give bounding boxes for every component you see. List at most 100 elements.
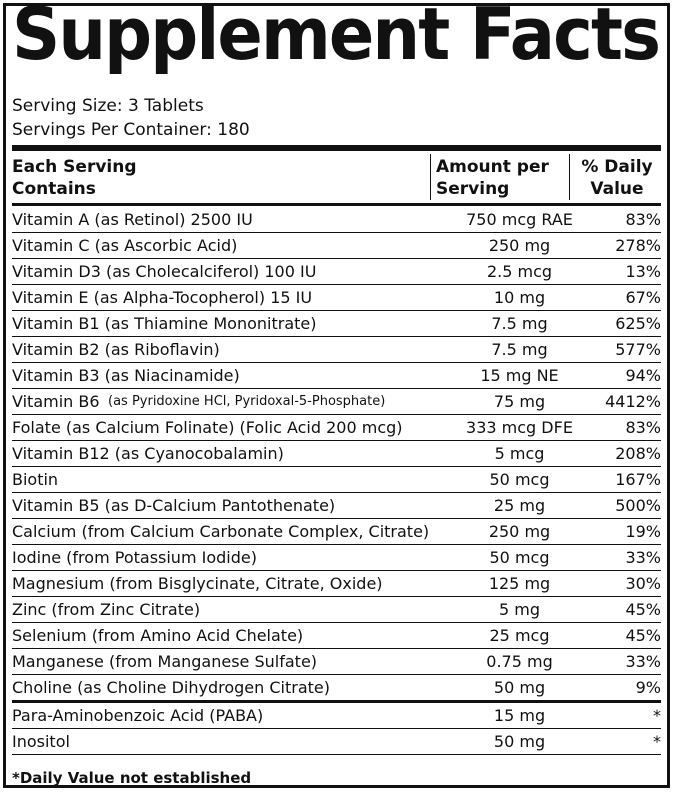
header-dv-line2: Value — [590, 179, 644, 199]
table-row: Vitamin D3 (as Cholecalciferol) 100 IU 2.… — [12, 258, 661, 285]
table-row: Vitamin B1 (as Thiamine Mononitrate) 7.5 … — [12, 310, 661, 337]
panel-title: Supplement Facts — [12, 0, 661, 76]
table-row: Vitamin B3 (as Niacinamide) 15 mg NE 94% — [12, 362, 661, 389]
nutrient-name: Vitamin B3 (as Niacinamide) — [12, 366, 240, 385]
serving-size: Serving Size: 3 Tablets — [12, 96, 204, 116]
nutrient-amount: 5 mg — [498, 600, 540, 619]
nutrient-name: Choline (as Choline Dihydrogen Citrate) — [12, 678, 330, 697]
nutrient-name: Folate (as Calcium Folinate) (Folic Acid… — [12, 418, 403, 437]
nutrient-amount: 5 mcg — [494, 444, 545, 463]
header-each-serving-line2: Contains — [12, 179, 96, 199]
nutrient-daily-value: 167% — [615, 470, 661, 489]
nutrient-amount: 250 mg — [488, 236, 551, 255]
nutrient-name: Zinc (from Zinc Citrate) — [12, 600, 201, 619]
nutrient-amount: 50 mg — [493, 732, 546, 751]
nutrient-daily-value: 625% — [615, 314, 661, 333]
nutrient-daily-value: 208% — [615, 444, 661, 463]
nutrient-name: Calcium (from Calcium Carbonate Complex,… — [12, 522, 430, 541]
nutrient-amount: 25 mg — [493, 496, 546, 515]
footnote: *Daily Value not established — [12, 769, 252, 787]
header-dv-line1: % Daily — [581, 157, 653, 177]
nutrient-name: Inositol — [12, 732, 70, 751]
nutrient-amount: 15 mg NE — [480, 366, 559, 385]
nutrient-name: Vitamin B2 (as Riboflavin) — [12, 340, 220, 359]
nutrient-name: Para-Aminobenzoic Acid (PABA) — [12, 706, 264, 725]
nutrient-daily-value: 13% — [625, 262, 661, 281]
nutrient-daily-value: 4412% — [605, 392, 661, 411]
table-row: Choline (as Choline Dihydrogen Citrate) 5… — [12, 674, 661, 703]
nutrient-name: Magnesium (from Bisglycinate, Citrate, O… — [12, 574, 383, 593]
table-row: Vitamin B12 (as Cyanocobalamin) 5 mcg 208% — [12, 440, 661, 467]
nutrient-amount: 15 mg — [493, 706, 546, 725]
header-divider-2 — [569, 154, 570, 200]
nutrient-daily-value: 83% — [625, 210, 661, 229]
nutrient-daily-value: 30% — [625, 574, 661, 593]
table-row: Vitamin C (as Ascorbic Acid) 250 mg 278% — [12, 232, 661, 259]
table-row: Selenium (from Amino Acid Chelate) 25 mcg… — [12, 622, 661, 649]
nutrient-daily-value: 9% — [635, 678, 661, 697]
thick-rule-top — [12, 145, 661, 151]
nutrient-amount: 25 mcg — [489, 626, 550, 645]
nutrient-amount: 50 mcg — [489, 548, 550, 567]
nutrient-amount: 2.5 mcg — [486, 262, 553, 281]
nutrient-amount: 50 mcg — [489, 470, 550, 489]
nutrient-daily-value: 33% — [625, 652, 661, 671]
table-row: Vitamin A (as Retinol) 2500 IU 750 mcg RA… — [12, 206, 661, 233]
thick-rule-header — [12, 203, 661, 206]
header-amount-per-serving: Amount per Serving — [436, 156, 549, 200]
header-divider-1 — [430, 154, 431, 200]
nutrient-name: Vitamin C (as Ascorbic Acid) — [12, 236, 238, 255]
nutrient-daily-value: 33% — [625, 548, 661, 567]
nutrient-source: (as Pyridoxine HCl, Pyridoxal-5-Phosphat… — [108, 394, 386, 409]
table-row: Manganese (from Manganese Sulfate) 0.75 m… — [12, 648, 661, 675]
header-amount-line1: Amount per — [436, 157, 549, 177]
nutrient-daily-value: 278% — [615, 236, 661, 255]
table-row: Inositol 50 mg * — [12, 728, 661, 755]
nutrient-name: Vitamin A (as Retinol) 2500 IU — [12, 210, 253, 229]
header-each-serving: Each Serving Contains — [12, 156, 137, 200]
nutrient-daily-value: 45% — [625, 600, 661, 619]
nutrient-name: Vitamin B5 (as D-Calcium Pantothenate) — [12, 496, 336, 515]
nutrient-amount: 125 mg — [488, 574, 551, 593]
nutrient-name: Vitamin D3 (as Cholecalciferol) 100 IU — [12, 262, 317, 281]
table-row: Biotin 50 mcg 167% — [12, 466, 661, 493]
table-row: Vitamin B2 (as Riboflavin) 7.5 mg 577% — [12, 336, 661, 363]
nutrient-amount: 333 mcg DFE — [466, 418, 573, 437]
table-row: Folate (as Calcium Folinate) (Folic Acid… — [12, 414, 661, 441]
header-each-serving-line1: Each Serving — [12, 157, 137, 177]
table-row: Vitamin B5 (as D-Calcium Pantothenate) 25… — [12, 492, 661, 519]
nutrient-amount: 7.5 mg — [491, 314, 548, 333]
nutrient-daily-value: 83% — [625, 418, 661, 437]
nutrient-daily-value: 94% — [625, 366, 661, 385]
table-row: Para-Aminobenzoic Acid (PABA) 15 mg * — [12, 702, 661, 729]
nutrient-daily-value: 19% — [625, 522, 661, 541]
nutrient-name: Vitamin B12 (as Cyanocobalamin) — [12, 444, 284, 463]
nutrient-amount: 50 mg — [493, 678, 546, 697]
nutrient-daily-value: 500% — [615, 496, 661, 515]
supplement-facts-panel: Supplement Facts Serving Size: 3 Tablets… — [3, 0, 670, 788]
nutrient-daily-value: * — [653, 706, 661, 725]
table-row: Magnesium (from Bisglycinate, Citrate, O… — [12, 570, 661, 597]
nutrient-amount: 10 mg — [493, 288, 546, 307]
table-row: Vitamin B6 (as Pyridoxine HCl, Pyridoxal-… — [12, 388, 661, 415]
nutrient-amount: 75 mg — [493, 392, 546, 411]
nutrient-name: Iodine (from Potassium Iodide) — [12, 548, 257, 567]
header-daily-value: % Daily Value — [574, 156, 660, 200]
nutrient-daily-value: * — [653, 732, 661, 751]
nutrient-name: Vitamin E (as Alpha-Tocopherol) 15 IU — [12, 288, 313, 307]
nutrient-name: Vitamin B1 (as Thiamine Mononitrate) — [12, 314, 317, 333]
nutrient-daily-value: 577% — [615, 340, 661, 359]
nutrient-daily-value: 67% — [625, 288, 661, 307]
nutrient-amount: 0.75 mg — [486, 652, 553, 671]
table-row: Iodine (from Potassium Iodide) 50 mcg 33% — [12, 544, 661, 571]
header-amount-line2: Serving — [436, 179, 510, 199]
table-row: Zinc (from Zinc Citrate) 5 mg 45% — [12, 596, 661, 623]
nutrient-name: Manganese (from Manganese Sulfate) — [12, 652, 318, 671]
nutrient-name: Vitamin B6 — [12, 392, 100, 411]
nutrient-amount: 750 mcg RAE — [466, 210, 573, 229]
nutrient-name: Biotin — [12, 470, 59, 489]
table-row: Vitamin E (as Alpha-Tocopherol) 15 IU 10 … — [12, 284, 661, 311]
nutrient-daily-value: 45% — [625, 626, 661, 645]
nutrient-amount: 250 mg — [488, 522, 551, 541]
table-row: Calcium (from Calcium Carbonate Complex,… — [12, 518, 661, 545]
